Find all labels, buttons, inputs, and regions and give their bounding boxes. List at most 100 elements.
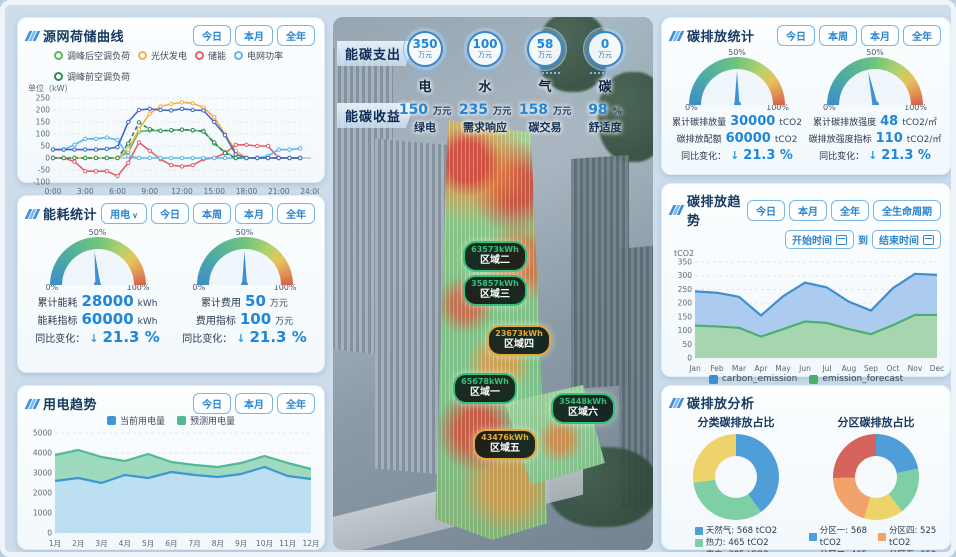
calendar-icon (836, 234, 847, 245)
value-ring: 350 万元 (403, 27, 447, 71)
week-button[interactable]: 本周 (819, 25, 857, 46)
legend-item[interactable]: 电网功率 (234, 49, 283, 62)
week-button[interactable]: 本周 (193, 203, 231, 224)
legend-item[interactable]: 分区二: 465 tCO2 (819, 550, 868, 557)
svg-text:7月: 7月 (188, 539, 200, 548)
today-button[interactable]: 今日 (777, 25, 815, 46)
legend-item[interactable]: 调峰前空调负荷 (54, 70, 130, 83)
svg-text:2月: 2月 (72, 539, 84, 548)
zone-donut-chart (832, 434, 919, 520)
month-button[interactable]: 本月 (861, 25, 899, 46)
zone-label[interactable]: 65678kWh 区域一 (453, 373, 517, 404)
gauge-needle (864, 71, 879, 105)
down-arrow-icon: ↓ (89, 332, 99, 345)
svg-text:-50: -50 (38, 166, 50, 175)
zone-label[interactable]: 43476kWh 区域五 (473, 429, 537, 460)
legend-item[interactable]: 预测用电量 (177, 414, 235, 427)
svg-text:Jul: Jul (821, 364, 831, 373)
down-arrow-icon: ↓ (236, 332, 246, 345)
legend-item[interactable]: 储能 (195, 49, 226, 62)
category-donut-chart (692, 434, 779, 520)
month-button[interactable]: 本月 (235, 25, 273, 46)
income-section-label: 能碳收益 (337, 103, 416, 128)
expense-circle-气: 58 万元气 (515, 27, 575, 95)
zone-label[interactable]: 23673kWh 区域四 (487, 325, 551, 356)
svg-text:1000: 1000 (33, 509, 52, 518)
svg-text:10月: 10月 (256, 539, 273, 548)
legend-item[interactable]: carbon_emission (708, 374, 797, 384)
panel-electricity-trend: 用电趋势 今日 本月 全年 当前用电量 预测用电量 0 1000 2000 3000 40… (17, 385, 325, 550)
svg-text:Dec: Dec (930, 364, 945, 373)
legend-item[interactable]: 光伏发电 (138, 49, 187, 62)
svg-text:150: 150 (36, 118, 51, 127)
panel-title-icon (668, 205, 685, 215)
category-donut-legend: 天然气: 568 tCO2 热力: 465 tCO2 电力: 385 tCO2 (669, 525, 803, 552)
legend-item[interactable]: emission_forecast (809, 374, 903, 384)
panel-title-icon (668, 30, 685, 41)
legend-item[interactable]: 热力: 465 tCO2 (694, 537, 803, 549)
zone-label[interactable]: 63573kWh 区域二 (463, 241, 527, 272)
y-axis-unit-label: 单位（kW） (28, 84, 73, 93)
svg-text:200: 200 (36, 106, 51, 115)
down-arrow-icon: ↓ (868, 149, 878, 162)
today-button[interactable]: 今日 (193, 25, 231, 46)
today-button[interactable]: 今日 (747, 199, 785, 221)
lifecycle-button[interactable]: 全生命周期 (873, 199, 941, 221)
end-date-picker[interactable]: 结束时间 (872, 230, 941, 249)
svg-text:1月: 1月 (49, 539, 61, 548)
svg-text:0:00: 0:00 (45, 187, 62, 196)
panel-title: 源网荷储曲线 (43, 30, 125, 45)
svg-text:3000: 3000 (33, 469, 52, 478)
svg-text:Feb: Feb (710, 364, 724, 373)
svg-text:11月: 11月 (279, 539, 296, 548)
legend-item[interactable]: 调峰后空调负荷 (54, 49, 130, 62)
legend-item[interactable]: 天然气: 568 tCO2 (694, 525, 803, 537)
legend-item[interactable]: 分区四: 525 tCO2 (877, 525, 943, 549)
today-button[interactable]: 今日 (193, 393, 231, 414)
svg-text:Jan: Jan (688, 364, 701, 373)
month-button[interactable]: 本月 (789, 199, 827, 221)
expense-circle-水: 100 万元水 (455, 27, 515, 95)
zone-label[interactable]: 35448kWh 区域六 (551, 393, 615, 424)
legend-item[interactable]: 当前用电量 (106, 414, 165, 427)
svg-text:May: May (775, 364, 791, 373)
expense-section-label: 能碳支出 (337, 41, 416, 66)
category-donut-title: 分类碳排放占比 (697, 416, 775, 429)
building-heatmap-view: 能碳支出 350 万元电 100 万元水 58 万元气 0 万元碳 能碳收益 150 万元 绿电… (333, 17, 653, 550)
svg-text:6:00: 6:00 (109, 187, 126, 196)
year-button[interactable]: 全年 (903, 25, 941, 46)
panel-carbon-stats: 碳排放统计 今日 本周 本月 全年 50% 0% 100% 累计碳排放量 30000… (661, 17, 951, 175)
svg-text:Mar: Mar (732, 364, 747, 373)
panel-title: 用电趋势 (43, 398, 98, 413)
calendar-icon (923, 234, 934, 245)
chevron-down-icon: ∨ (132, 211, 138, 220)
gauge-needle (734, 71, 740, 105)
svg-text:0: 0 (47, 529, 52, 538)
year-button[interactable]: 全年 (277, 203, 315, 224)
trend-legend: 当前用电量 预测用电量 (18, 414, 324, 427)
svg-text:250: 250 (678, 285, 693, 294)
svg-text:4月: 4月 (119, 539, 131, 548)
svg-text:12月: 12月 (302, 539, 319, 548)
legend-item[interactable]: 电力: 385 tCO2 (694, 549, 803, 552)
legend-item[interactable]: 分区一: 568 tCO2 (808, 525, 874, 549)
carbon-area-chart: 0 50 100 150 200 250 300 350 Jan Feb Mar Apr May Jun J… (678, 258, 945, 373)
today-button[interactable]: 今日 (151, 203, 189, 224)
svg-text:6月: 6月 (165, 539, 177, 548)
value-ring: 100 万元 (463, 27, 507, 71)
panel-title-icon (24, 208, 41, 219)
energy-type-dropdown[interactable]: 用电 ∨ (101, 203, 147, 224)
energy-cost-gauge: 50% 0% 100% 累计费用 50 万元 费用指标 100 万元 同比变化： ↓ 21.3… (182, 228, 307, 346)
panel-title: 碳排放趋势 (687, 195, 742, 229)
year-button[interactable]: 全年 (831, 199, 869, 221)
month-button[interactable]: 本月 (235, 393, 273, 414)
month-button[interactable]: 本月 (235, 203, 273, 224)
start-date-picker[interactable]: 开始时间 (785, 230, 854, 249)
legend-item[interactable]: 分区五: 659 tCO2 (888, 550, 937, 557)
year-button[interactable]: 全年 (277, 393, 315, 414)
zone-donut-title: 分区碳排放占比 (837, 416, 915, 429)
svg-text:Apr: Apr (755, 364, 769, 373)
year-button[interactable]: 全年 (277, 25, 315, 46)
zone-label[interactable]: 35857kWh 区域三 (463, 275, 527, 306)
curve-legend: 调峰后空调负荷 光伏发电 储能 电网功率调峰前空调负荷 (18, 48, 324, 83)
